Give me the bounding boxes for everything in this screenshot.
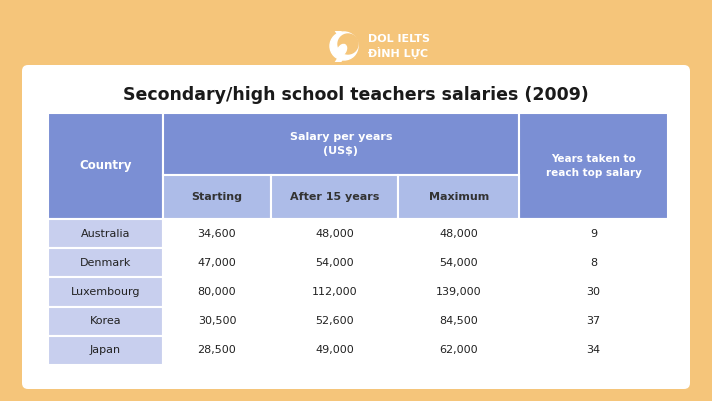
Bar <box>519 248 668 277</box>
Bar <box>48 336 163 365</box>
Text: Country: Country <box>79 160 132 172</box>
Bar <box>519 307 668 336</box>
Text: Maximum: Maximum <box>429 192 489 202</box>
Bar <box>163 277 271 307</box>
Text: 62,000: 62,000 <box>439 345 478 355</box>
Bar <box>48 277 163 307</box>
Text: Secondary/high school teachers salaries (2009): Secondary/high school teachers salaries … <box>123 86 589 104</box>
Bar <box>48 113 163 219</box>
Text: DOL IELTS: DOL IELTS <box>368 34 430 44</box>
Bar <box>271 277 398 307</box>
Bar <box>519 336 668 365</box>
Bar <box>163 113 519 175</box>
Circle shape <box>338 34 358 54</box>
Bar <box>163 219 271 248</box>
Text: 48,000: 48,000 <box>315 229 354 239</box>
Text: 54,000: 54,000 <box>315 258 354 268</box>
Text: Australia: Australia <box>80 229 130 239</box>
Text: After 15 years: After 15 years <box>290 192 379 202</box>
Bar <box>398 336 519 365</box>
Bar <box>163 175 271 219</box>
Text: 37: 37 <box>587 316 601 326</box>
Text: 30,500: 30,500 <box>198 316 236 326</box>
Bar <box>519 113 668 219</box>
Text: ❯: ❯ <box>329 30 355 61</box>
Text: 84,500: 84,500 <box>439 316 478 326</box>
Text: 139,000: 139,000 <box>436 287 481 297</box>
FancyBboxPatch shape <box>22 65 690 389</box>
Text: Starting: Starting <box>192 192 243 202</box>
Text: 80,000: 80,000 <box>198 287 236 297</box>
Text: 48,000: 48,000 <box>439 229 478 239</box>
Text: Korea: Korea <box>90 316 121 326</box>
Bar <box>398 307 519 336</box>
Text: Denmark: Denmark <box>80 258 131 268</box>
Text: Salary per years
(US$): Salary per years (US$) <box>290 132 392 156</box>
Ellipse shape <box>337 45 347 56</box>
Bar <box>163 336 271 365</box>
Bar <box>48 307 163 336</box>
Bar <box>48 248 163 277</box>
Bar <box>398 248 519 277</box>
Bar <box>271 248 398 277</box>
Bar <box>398 277 519 307</box>
Text: 52,600: 52,600 <box>315 316 354 326</box>
Text: Luxembourg: Luxembourg <box>70 287 140 297</box>
Text: 30: 30 <box>587 287 601 297</box>
Text: 28,500: 28,500 <box>197 345 236 355</box>
Text: 54,000: 54,000 <box>439 258 478 268</box>
Text: 112,000: 112,000 <box>312 287 357 297</box>
Text: 34: 34 <box>587 345 601 355</box>
Text: 47,000: 47,000 <box>197 258 236 268</box>
Circle shape <box>330 32 358 60</box>
Bar <box>398 219 519 248</box>
Bar <box>48 219 163 248</box>
Bar <box>271 336 398 365</box>
Text: Japan: Japan <box>90 345 121 355</box>
Text: ĐÌNH LỰC: ĐÌNH LỰC <box>368 47 428 59</box>
Bar <box>271 307 398 336</box>
Text: 49,000: 49,000 <box>315 345 354 355</box>
Bar <box>519 277 668 307</box>
Text: Years taken to
reach top salary: Years taken to reach top salary <box>545 154 642 178</box>
Bar <box>519 219 668 248</box>
Text: 34,600: 34,600 <box>198 229 236 239</box>
Bar <box>163 248 271 277</box>
Text: 9: 9 <box>590 229 597 239</box>
Bar <box>271 219 398 248</box>
Bar <box>163 307 271 336</box>
Text: 8: 8 <box>590 258 597 268</box>
Bar <box>271 175 398 219</box>
Bar <box>398 175 519 219</box>
